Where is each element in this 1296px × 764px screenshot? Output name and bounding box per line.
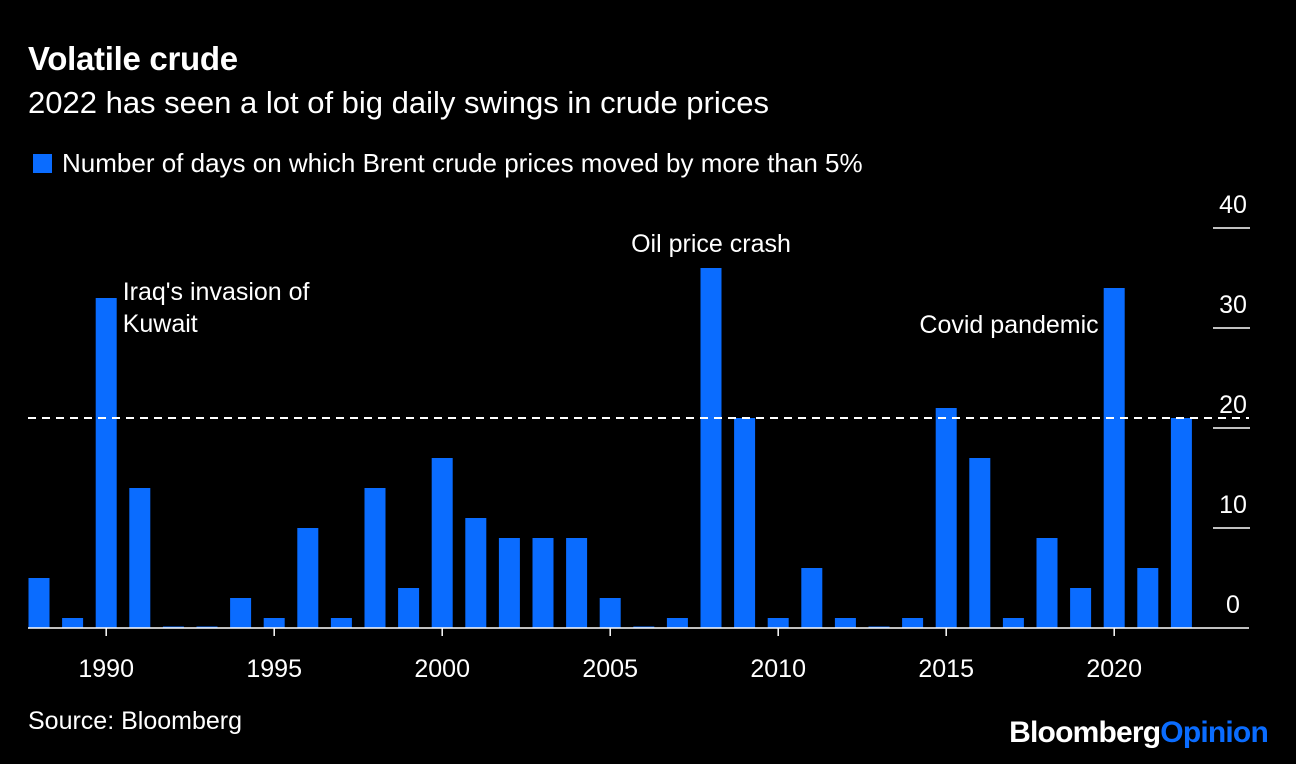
bar	[834, 618, 856, 628]
bar	[1170, 418, 1192, 628]
chart-subtitle: 2022 has seen a lot of big daily swings …	[28, 85, 769, 120]
bar	[734, 418, 756, 628]
bar	[1103, 288, 1125, 628]
bar	[129, 488, 151, 628]
brand-opinion: Opinion	[1160, 716, 1269, 749]
x-tick-label: 2000	[414, 655, 470, 683]
x-tick-label: 1990	[78, 655, 134, 683]
bar	[902, 618, 924, 628]
y-tick-label: 30	[1219, 291, 1247, 319]
bar	[364, 488, 386, 628]
x-tick-label: 1995	[246, 655, 302, 683]
bar	[95, 298, 117, 628]
bar	[1002, 618, 1024, 628]
legend: Number of days on which Brent crude pric…	[33, 148, 863, 179]
y-tick-label: 40	[1219, 191, 1247, 219]
bar	[532, 538, 554, 628]
legend-label: Number of days on which Brent crude pric…	[62, 148, 863, 178]
x-axis: 1990 1995 2000 2005 2010 2015 2020	[28, 627, 1249, 683]
bar	[969, 458, 991, 628]
bar	[263, 618, 285, 628]
y-tick-label: 10	[1219, 491, 1247, 519]
bar	[1036, 538, 1058, 628]
y-gridlines: 0 10 20 30 40	[1213, 191, 1250, 619]
bar	[465, 518, 487, 628]
annotation-label: Kuwait	[123, 310, 198, 338]
chart-title: Volatile crude	[28, 40, 238, 77]
annotations: Iraq's invasion of Kuwait Oil price crash C…	[123, 230, 1099, 339]
bar	[566, 538, 588, 628]
y-tick-label: 0	[1226, 591, 1240, 619]
bar	[330, 618, 352, 628]
bar	[62, 618, 84, 628]
y-tick-label: 20	[1219, 391, 1247, 419]
bar	[666, 618, 688, 628]
brand-bloomberg: Bloomberg	[1009, 716, 1161, 749]
bar	[498, 538, 520, 628]
bar	[1137, 568, 1159, 628]
legend-swatch	[33, 154, 52, 173]
bar	[431, 458, 453, 628]
brand-logo: BloombergOpinion	[1009, 716, 1269, 750]
x-tick-label: 2015	[918, 655, 974, 683]
bar	[230, 598, 252, 628]
bar	[28, 578, 50, 628]
bar	[297, 528, 319, 628]
bar	[599, 598, 621, 628]
annotation-label: Iraq's invasion of	[123, 278, 310, 306]
bars	[28, 268, 1192, 628]
bar	[767, 618, 789, 628]
annotation-label: Covid pandemic	[919, 311, 1098, 339]
source-note: Source: Bloomberg	[28, 707, 243, 735]
x-tick-label: 2010	[750, 655, 806, 683]
x-tick-label: 2020	[1086, 655, 1142, 683]
bar	[398, 588, 420, 628]
x-tick-label: 2005	[582, 655, 638, 683]
bar	[1070, 588, 1092, 628]
bar	[700, 268, 722, 628]
bar	[935, 408, 957, 628]
annotation-label: Oil price crash	[631, 230, 791, 258]
bar	[801, 568, 823, 628]
